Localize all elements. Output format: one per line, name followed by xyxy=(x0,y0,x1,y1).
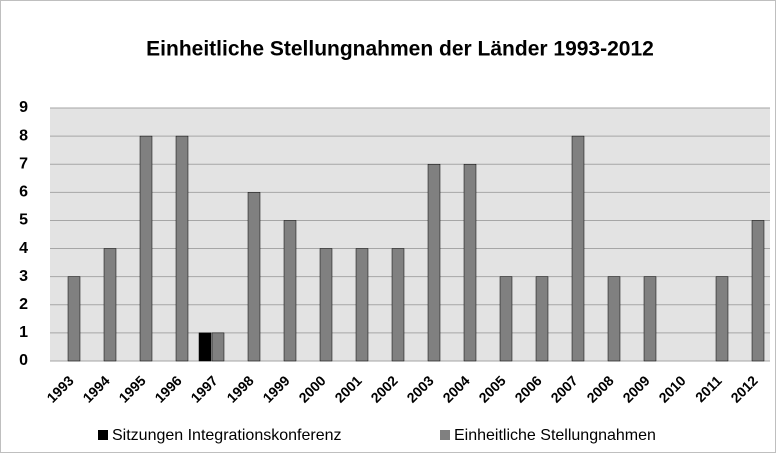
bar xyxy=(198,332,212,362)
bar xyxy=(283,220,297,362)
bar xyxy=(571,135,585,362)
legend-label: Einheitliche Stellungnahmen xyxy=(454,427,656,444)
bar xyxy=(499,276,513,362)
y-tick-label: 0 xyxy=(19,352,28,369)
bar xyxy=(607,276,621,362)
y-tick-label: 9 xyxy=(19,99,28,116)
chart-title: Einheitliche Stellungnahmen der Länder 1… xyxy=(146,38,654,61)
y-tick-label: 8 xyxy=(19,127,28,144)
plot-area xyxy=(50,108,770,361)
bar xyxy=(355,248,369,362)
bar xyxy=(103,248,117,362)
bar xyxy=(391,248,405,362)
y-tick-label: 5 xyxy=(19,212,28,229)
bar xyxy=(175,135,189,362)
y-tick-label: 2 xyxy=(19,296,28,313)
bar xyxy=(643,276,657,362)
bar xyxy=(535,276,549,362)
y-tick-label: 4 xyxy=(19,240,28,257)
y-tick-label: 3 xyxy=(19,268,28,285)
bar xyxy=(67,276,81,362)
bar xyxy=(751,220,765,362)
legend-swatch xyxy=(440,430,450,440)
bar xyxy=(427,163,441,362)
bar xyxy=(247,192,261,362)
legend-label: Sitzungen Integrationskonferenz xyxy=(112,427,341,444)
bar xyxy=(319,248,333,362)
y-tick-label: 7 xyxy=(19,155,28,172)
bar xyxy=(463,163,477,362)
bar xyxy=(715,276,729,362)
y-tick-label: 6 xyxy=(19,184,28,201)
y-tick-label: 1 xyxy=(19,324,28,341)
legend-swatch xyxy=(98,430,108,440)
bar xyxy=(139,135,153,362)
bar xyxy=(211,332,225,362)
